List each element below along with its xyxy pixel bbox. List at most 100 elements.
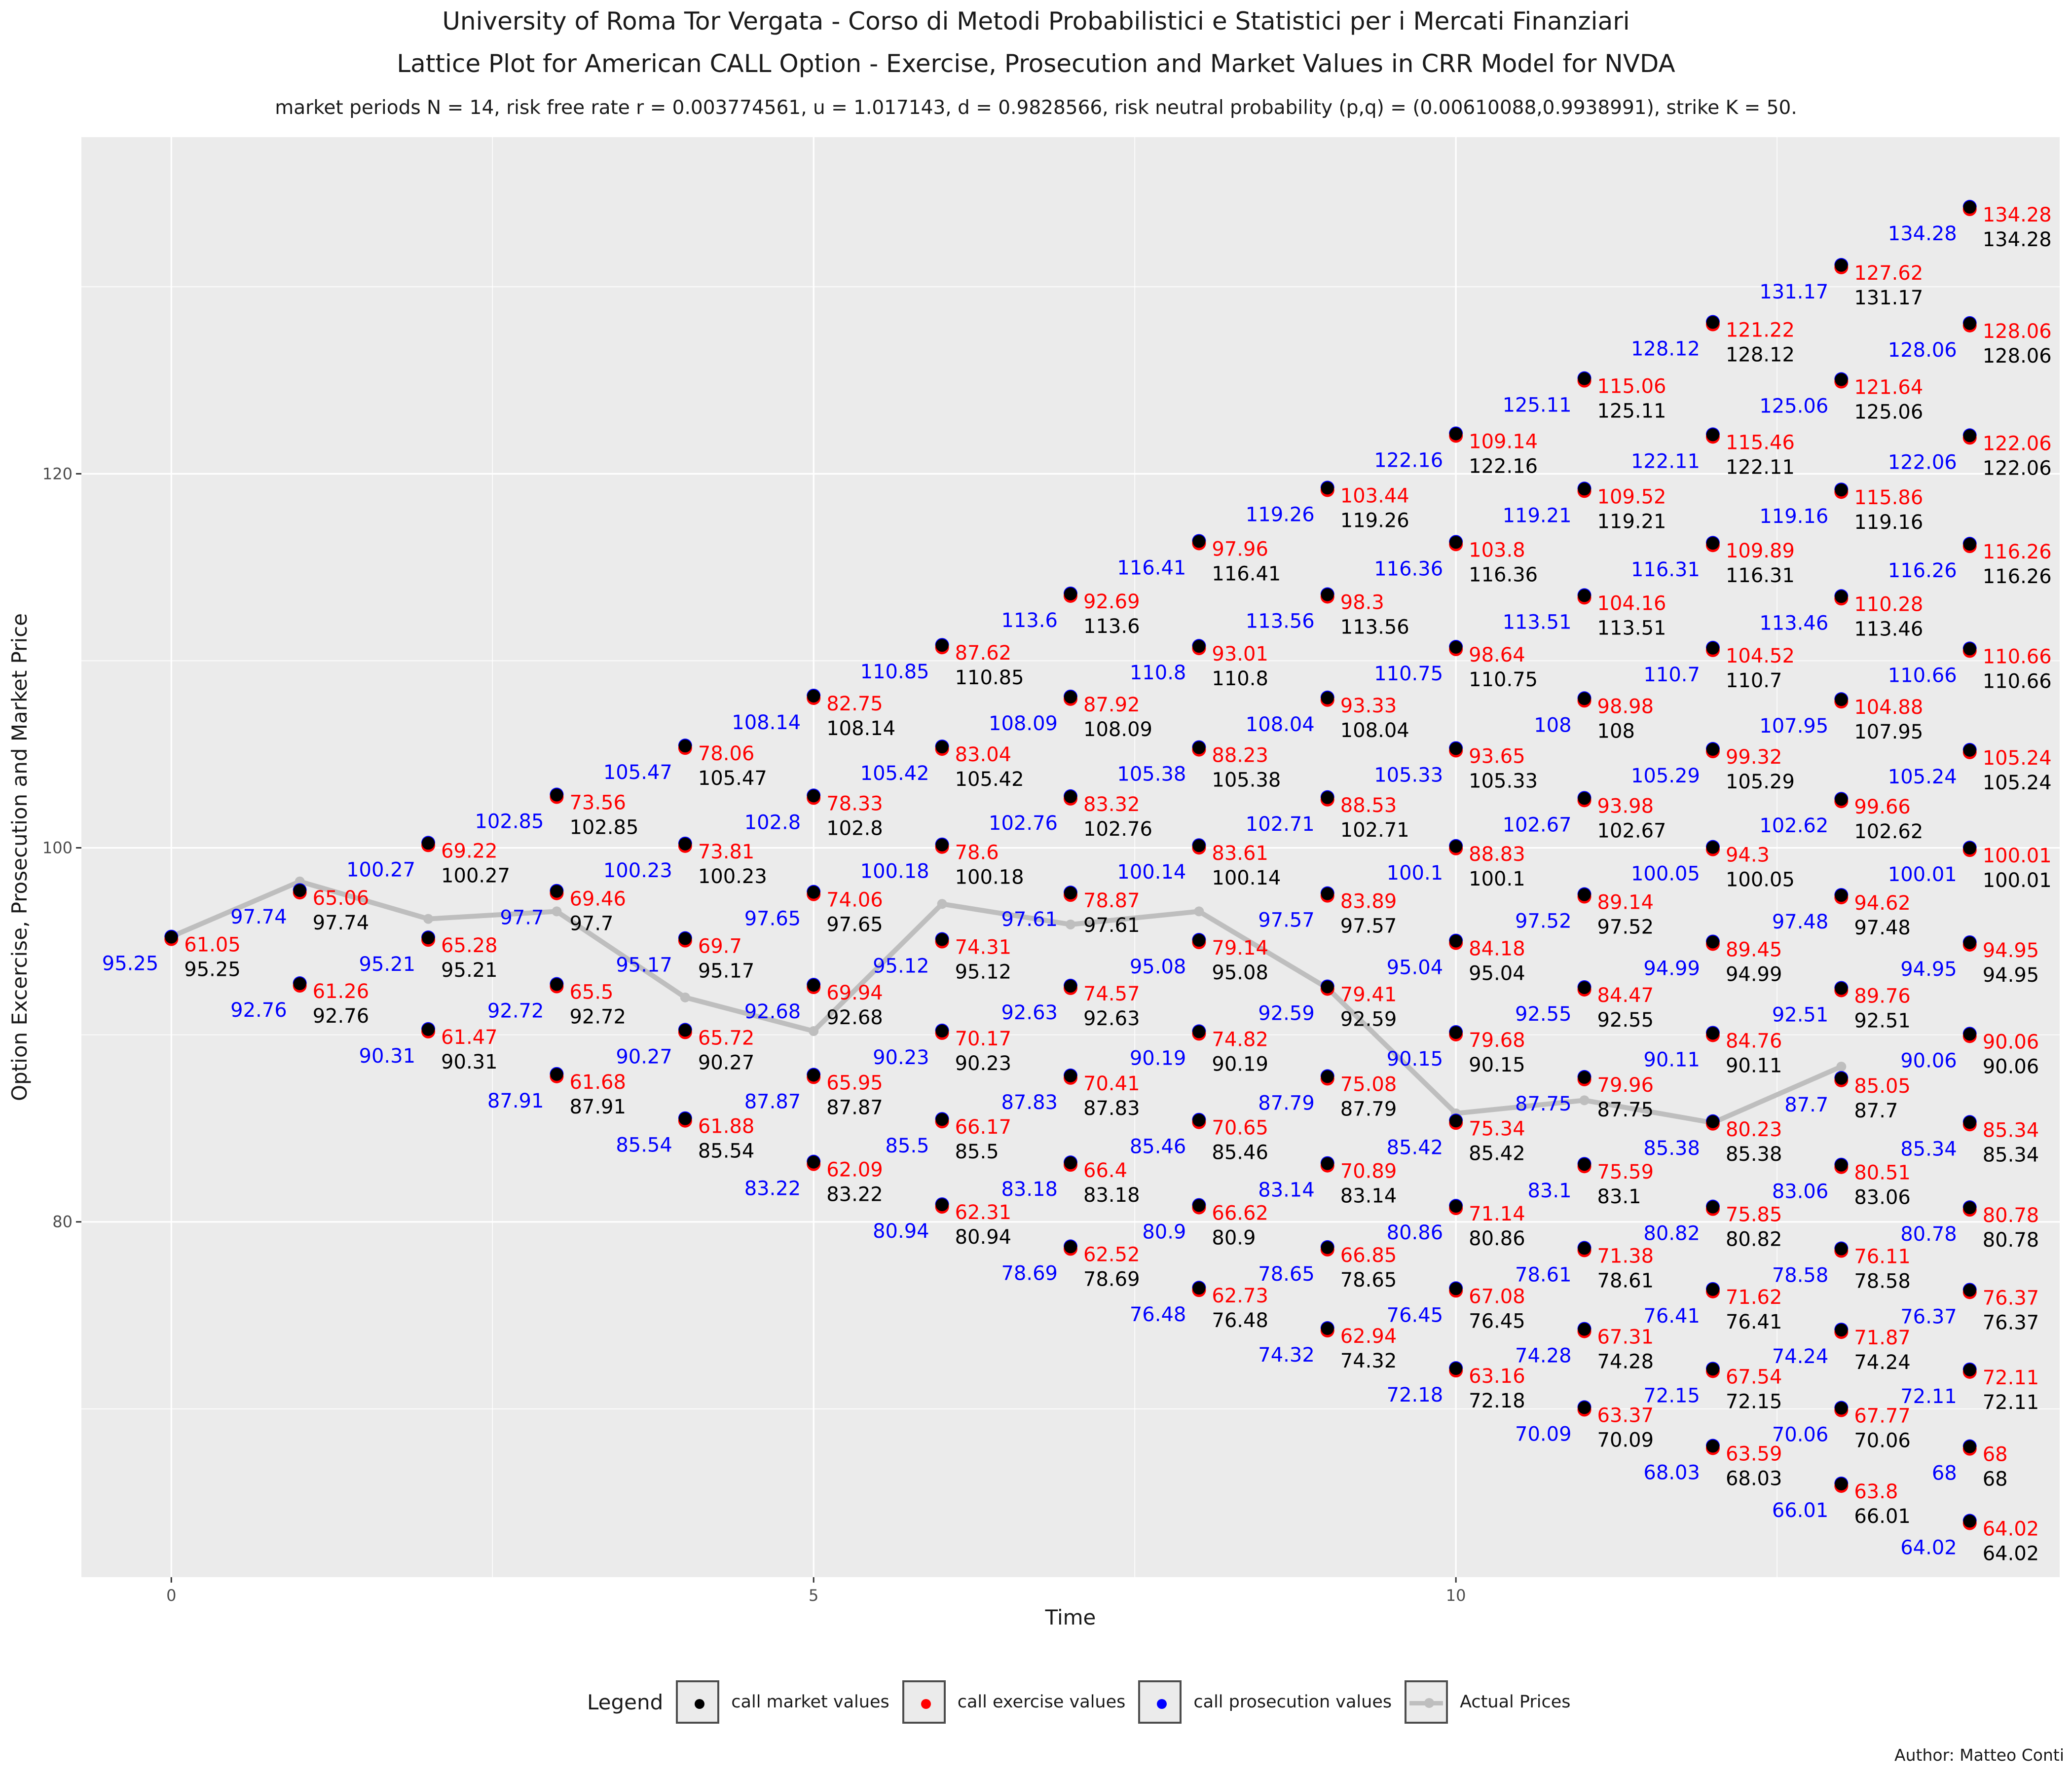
prosecution-value-label: 92.63 <box>1001 1001 1058 1024</box>
market-value-label: 90.15 <box>1469 1054 1525 1076</box>
market-value-label: 85.42 <box>1469 1142 1525 1165</box>
exercise-value-label: 80.78 <box>1983 1204 2039 1227</box>
market-point <box>1706 841 1719 854</box>
actual-price-point <box>1579 1095 1590 1106</box>
market-point <box>1578 981 1591 994</box>
market-value-label: 80.94 <box>955 1226 1012 1249</box>
exercise-value-label: 110.66 <box>1983 645 2052 668</box>
market-point <box>1321 481 1334 495</box>
market-point <box>1835 1402 1848 1415</box>
prosecution-value-label: 90.19 <box>1130 1047 1186 1070</box>
exercise-value-label: 104.16 <box>1597 592 1666 615</box>
prosecution-value-label: 68 <box>1932 1462 1957 1485</box>
exercise-value-label: 66.85 <box>1340 1244 1397 1267</box>
prosecution-value-label: 90.15 <box>1387 1048 1443 1071</box>
exercise-value-label: 90.06 <box>1983 1031 2039 1053</box>
market-value-label: 102.67 <box>1597 819 1666 842</box>
market-point <box>1835 483 1848 497</box>
market-value-label: 78.69 <box>1083 1268 1140 1291</box>
prosecution-value-label: 74.24 <box>1772 1345 1829 1368</box>
exercise-value-label: 82.75 <box>826 693 883 715</box>
prosecution-value-label: 83.18 <box>1001 1178 1058 1201</box>
exercise-value-label: 121.22 <box>1726 319 1795 342</box>
market-point <box>293 884 306 897</box>
market-value-label: 80.82 <box>1726 1228 1782 1251</box>
y-tick-label: 80 <box>52 1213 73 1231</box>
exercise-value-label: 100.01 <box>1983 845 2052 867</box>
prosecution-value-label: 102.67 <box>1503 814 1572 836</box>
prosecution-value-label: 94.99 <box>1643 957 1700 980</box>
prosecution-value-label: 92.76 <box>230 999 287 1022</box>
prosecution-value-label: 116.31 <box>1631 558 1700 581</box>
prosecution-value-label: 83.22 <box>744 1178 801 1200</box>
prosecution-value-label: 92.72 <box>487 1000 544 1023</box>
market-value-label: 113.51 <box>1597 617 1666 639</box>
market-point <box>1449 427 1463 441</box>
market-value-label: 66.01 <box>1854 1505 1911 1528</box>
exercise-value-label: 88.83 <box>1469 843 1525 866</box>
prosecution-value-label: 116.36 <box>1374 557 1443 580</box>
exercise-value-label: 93.65 <box>1469 745 1525 768</box>
minor-gridlines <box>81 137 2060 1577</box>
prosecution-value-label: 108.04 <box>1246 713 1315 736</box>
market-value-label: 102.85 <box>569 816 638 839</box>
market-value-label: 87.75 <box>1597 1099 1654 1121</box>
prosecution-value-label: 100.27 <box>346 858 415 881</box>
prosecution-value-label: 85.54 <box>616 1134 672 1157</box>
prosecution-value-label: 113.51 <box>1503 611 1572 633</box>
exercise-value-label: 79.14 <box>1212 937 1268 960</box>
prosecution-value-label: 105.24 <box>1888 766 1957 788</box>
prosecution-value-label: 110.75 <box>1374 663 1443 685</box>
prosecution-value-label: 87.87 <box>744 1090 801 1113</box>
x-tick-label: 5 <box>809 1586 818 1605</box>
exercise-value-label: 87.92 <box>1083 694 1140 716</box>
market-value-label: 107.95 <box>1854 721 1923 743</box>
market-value-label: 76.37 <box>1983 1311 2039 1334</box>
market-value-label: 100.01 <box>1983 869 2052 892</box>
prosecution-value-label: 92.68 <box>744 1000 801 1023</box>
exercise-value-label: 65.5 <box>569 981 613 1004</box>
exercise-value-label: 94.62 <box>1854 892 1911 915</box>
market-value-label: 122.16 <box>1469 455 1538 478</box>
prosecution-value-label: 122.11 <box>1631 450 1700 473</box>
prosecution-value-label: 134.28 <box>1888 222 1957 245</box>
market-point <box>1578 1401 1591 1414</box>
market-point <box>1192 535 1206 548</box>
market-point <box>1321 691 1334 704</box>
exercise-value-label: 71.87 <box>1854 1327 1911 1349</box>
prosecution-value-label: 131.17 <box>1759 281 1828 303</box>
market-value-label: 100.18 <box>955 866 1024 889</box>
exercise-value-label: 61.68 <box>569 1071 626 1094</box>
market-point <box>1449 1282 1463 1295</box>
market-value-label: 95.21 <box>441 959 498 982</box>
market-point <box>550 885 563 898</box>
market-point <box>1064 790 1077 803</box>
market-point <box>935 933 949 946</box>
market-point <box>1449 934 1463 948</box>
exercise-value-label: 109.89 <box>1726 540 1795 562</box>
prosecution-value-label: 76.48 <box>1130 1303 1186 1326</box>
x-axis-title: Time <box>1045 1605 1096 1629</box>
market-point <box>1963 642 1976 656</box>
market-value-label: 92.55 <box>1597 1009 1654 1032</box>
prosecution-value-label: 85.42 <box>1387 1136 1443 1159</box>
market-value-label: 95.17 <box>698 960 755 983</box>
market-value-label: 102.76 <box>1083 818 1152 841</box>
exercise-value-label: 69.94 <box>826 982 883 1004</box>
market-value-label: 122.06 <box>1983 457 2052 480</box>
market-value-label: 110.7 <box>1726 669 1782 692</box>
prosecution-value-label: 100.14 <box>1117 861 1186 884</box>
exercise-value-label: 66.62 <box>1212 1202 1268 1225</box>
exercise-value-label: 115.86 <box>1854 486 1923 509</box>
exercise-value-label: 83.32 <box>1083 793 1140 816</box>
market-point <box>807 689 820 703</box>
prosecution-value-label: 95.17 <box>616 954 672 977</box>
market-value-label: 87.83 <box>1083 1097 1140 1120</box>
market-value-label: 116.31 <box>1726 564 1795 587</box>
prosecution-value-label: 90.06 <box>1900 1049 1957 1072</box>
prosecution-value-label: 102.62 <box>1759 814 1828 837</box>
legend-title: Legend <box>587 1690 664 1714</box>
exercise-value-label: 69.7 <box>698 935 742 958</box>
legend-label-prosecution: call prosecution values <box>1193 1692 1392 1712</box>
